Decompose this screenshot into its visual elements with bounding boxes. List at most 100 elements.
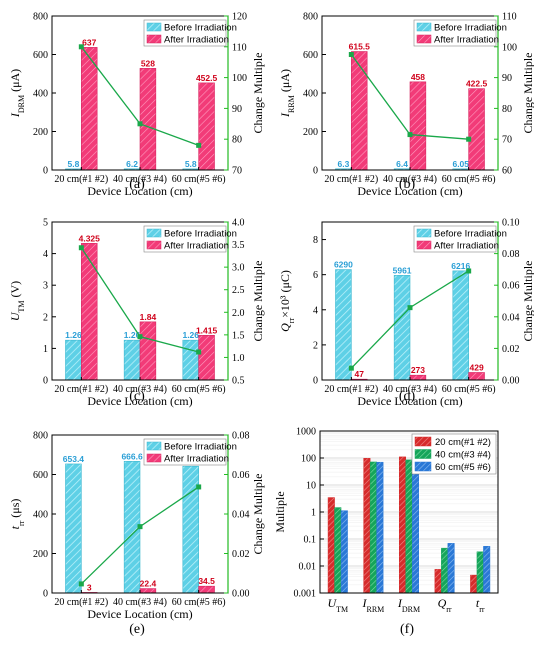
change-multiple-point xyxy=(196,349,202,355)
bar-after xyxy=(139,321,157,381)
legend-label-before: Before Irradiation xyxy=(164,229,237,240)
legend-swatch-after xyxy=(146,240,162,250)
x-tick-label-symbol: I xyxy=(362,596,368,610)
data-label-after: 452.5 xyxy=(196,73,218,83)
panel-caption: (c) xyxy=(129,389,145,404)
y-axis-label-subscript: rr xyxy=(17,520,26,526)
y2-tick-label: 90 xyxy=(502,73,512,84)
data-label-after: 458 xyxy=(411,72,425,82)
y2-tick-label: 0.06 xyxy=(232,470,250,481)
change-multiple-point xyxy=(348,365,354,371)
y-tick-label: 0.001 xyxy=(294,589,317,600)
bar-series-2 xyxy=(447,543,455,594)
x-axis-label: Device Location (cm) xyxy=(357,184,462,198)
bar-after xyxy=(409,81,427,171)
y-tick-label: 400 xyxy=(303,89,318,100)
panel-caption: (e) xyxy=(129,622,145,637)
change-multiple-point xyxy=(137,121,143,127)
y2-tick-label: 100 xyxy=(502,42,517,53)
bar-before xyxy=(65,463,82,594)
legend-label-2: 60 cm(#5 #6) xyxy=(435,462,491,473)
y2-tick-label: 0.06 xyxy=(502,281,520,292)
y-tick-label: 600 xyxy=(33,470,48,481)
x-tick-label-subscript: TM xyxy=(336,605,348,614)
data-label-after: 22.4 xyxy=(140,579,157,589)
legend-swatch-after xyxy=(416,34,432,44)
legend-label-after: After Irradiation xyxy=(434,241,499,252)
y2-tick-label: 0.04 xyxy=(502,312,520,323)
y-tick-label: 2 xyxy=(313,340,318,351)
x-axis-label: Device Location (cm) xyxy=(87,394,192,408)
y2-tick-label: 2.0 xyxy=(232,308,245,319)
y-tick-label: 200 xyxy=(33,127,48,138)
y2-tick-label: 110 xyxy=(232,42,247,53)
data-label-before: 6216 xyxy=(451,261,470,271)
y-axis-label-subscript: rr xyxy=(287,318,296,324)
change-multiple-point xyxy=(407,132,413,138)
y2-axis-label: Change Multiple xyxy=(521,53,534,134)
bar-series-2 xyxy=(340,510,348,594)
change-multiple-point xyxy=(196,484,202,490)
data-label-after: 528 xyxy=(141,58,155,68)
x-tick-label: 20 cm(#1 #2) xyxy=(324,384,378,395)
x-tick-label: 20 cm(#1 #2) xyxy=(54,174,108,185)
panel-a: 5.8 6.2 5.8 637 528 452.5 0 200 400 600 800 70 80 90 1… xyxy=(8,12,265,199)
bar-after xyxy=(81,243,98,381)
panel-caption: (d) xyxy=(399,389,416,404)
y2-tick-label: 0.00 xyxy=(502,376,520,387)
change-multiple-point xyxy=(466,136,472,142)
legend-label-after: After Irradiation xyxy=(164,454,229,465)
bar-series-2 xyxy=(483,546,491,594)
x-tick-label: 60 cm(#5 #6) xyxy=(172,384,226,395)
x-tick-label: trr xyxy=(476,596,485,614)
y-axis-label-subscript: TM xyxy=(17,301,26,313)
x-tick-label: 20 cm(#1 #2) xyxy=(54,384,108,395)
y-axis-label: IRRM (μA) xyxy=(278,69,296,118)
y-tick-label: 400 xyxy=(33,89,48,100)
bar-after xyxy=(81,47,98,171)
y-tick-label: 1 xyxy=(311,508,316,519)
x-tick-label: IDRM xyxy=(397,596,420,614)
y2-tick-label: 120 xyxy=(232,12,247,23)
x-tick-label: 40 cm(#3 #4) xyxy=(113,174,167,185)
bar-after xyxy=(198,334,215,381)
legend-label-1: 40 cm(#3 #4) xyxy=(435,450,491,461)
data-label-after: 34.5 xyxy=(198,576,215,586)
x-tick-label: IRRM xyxy=(362,596,385,614)
bar-after xyxy=(468,88,485,171)
y-axis-label: trr (μs) xyxy=(8,499,26,530)
y2-tick-label: 0.00 xyxy=(232,589,250,600)
bar-after xyxy=(198,585,215,594)
y-tick-label: 3 xyxy=(43,281,48,292)
x-tick-label-subscript: rr xyxy=(479,605,485,614)
data-label-before: 5.8 xyxy=(185,159,197,169)
y-axis-label-symbol: I xyxy=(278,112,292,118)
panel-d: 6290 5961 6216 47 273 429 0 2 4 6 8 0.00 0.02 0.04 0.0… xyxy=(278,218,534,409)
y2-axis-label: Change Multiple xyxy=(251,53,265,134)
data-label-before: 1.26 xyxy=(65,330,82,340)
x-tick-label-symbol: U xyxy=(327,596,337,610)
bar-series-1 xyxy=(334,507,342,594)
panel-e: 653.4666.6642322.434.502004006008000.000… xyxy=(8,431,265,638)
bar-series-0 xyxy=(434,569,442,594)
x-tick-label-subscript: DRM xyxy=(402,605,420,614)
y-axis-label-symbol: t xyxy=(8,525,22,529)
panel-caption: (f) xyxy=(400,622,414,637)
data-label-before: 6.4 xyxy=(396,159,408,169)
change-multiple-point xyxy=(78,44,84,50)
x-tick-label: 60 cm(#5 #6) xyxy=(442,384,496,395)
change-multiple-point xyxy=(137,524,143,530)
change-multiple-point xyxy=(407,305,413,311)
data-label-before: 1.26 xyxy=(182,330,199,340)
y-axis-label-unit: ×10³ (μC) xyxy=(278,270,292,318)
change-multiple-point xyxy=(78,245,84,251)
bar-series-1 xyxy=(441,547,449,594)
bar-series-1 xyxy=(405,459,413,594)
y2-tick-label: 100 xyxy=(232,73,247,84)
y2-tick-label: 0.5 xyxy=(232,376,245,387)
x-tick-label: 40 cm(#3 #4) xyxy=(113,384,167,395)
legend-swatch-after xyxy=(146,34,162,44)
x-tick-label: 40 cm(#3 #4) xyxy=(383,174,437,185)
data-label-after: 4.325 xyxy=(79,233,101,243)
